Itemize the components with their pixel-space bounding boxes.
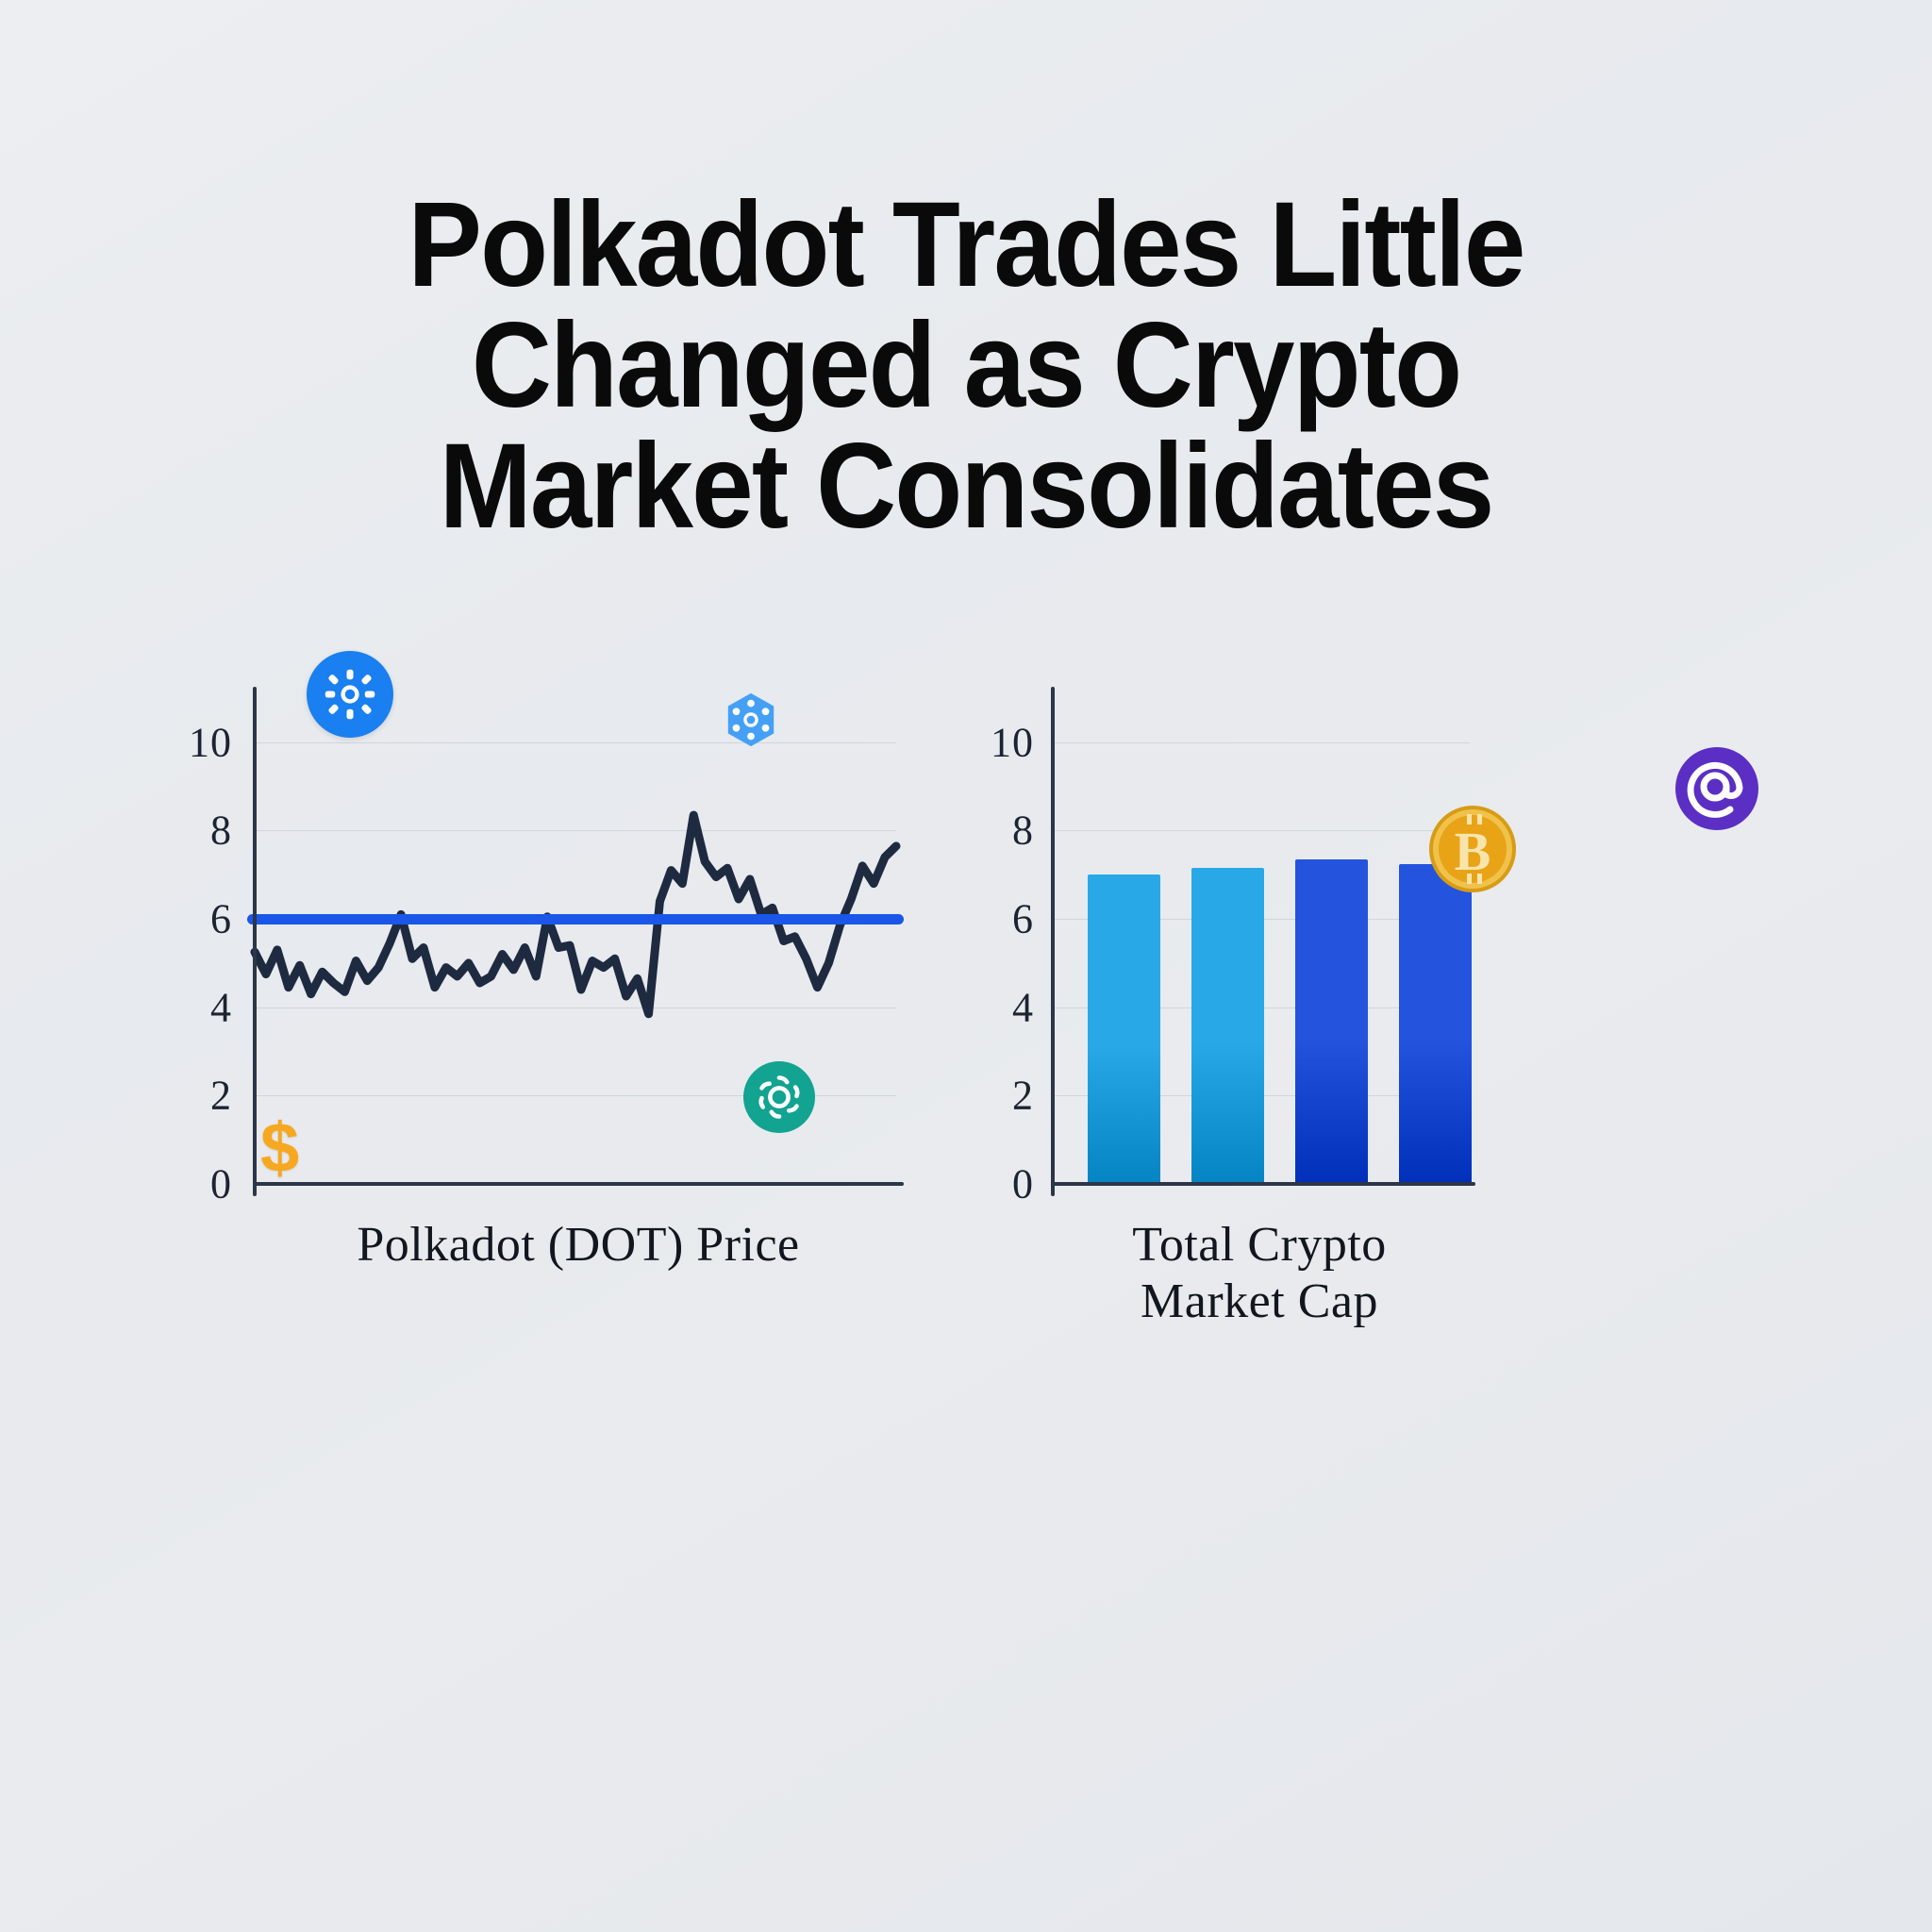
right-caption-line-2: Market Cap [1141, 1274, 1378, 1328]
headline-line-2: Changed as Crypto [471, 298, 1462, 433]
market-cap-bar-2 [1191, 868, 1264, 1184]
right-chart-plot-area [1055, 698, 1472, 1184]
market-cap-bars [1055, 698, 1472, 1184]
left-ytick-0: 0 [210, 1160, 232, 1208]
left-chart-x-axis [253, 1182, 904, 1186]
right-gridline-10 [1055, 741, 1470, 743]
market-cap-bar-4 [1398, 863, 1472, 1184]
right-chart-x-axis [1051, 1182, 1475, 1186]
hexagon-icon [727, 692, 774, 747]
left-chart-y-axis [253, 687, 257, 1196]
headline-line-1: Polkadot Trades Little [408, 177, 1525, 312]
page-title: Polkadot Trades Little Changed as Crypto… [77, 185, 1855, 547]
right-ytick-8: 8 [1012, 807, 1034, 854]
left-ytick-2: 2 [210, 1072, 232, 1119]
right-ytick-0: 0 [1012, 1160, 1034, 1208]
left-gridline-2 [255, 1095, 896, 1097]
bar-chart-panel: 0 2 4 6 8 10 Total Crypto Market Cap [943, 557, 1528, 1613]
left-ytick-10: 10 [189, 719, 232, 766]
reference-line-6 [247, 914, 904, 925]
polkadot-gear-badge-large [307, 651, 393, 738]
right-gridline-8 [1055, 830, 1470, 832]
right-chart-caption: Total Crypto Market Cap [1038, 1217, 1481, 1330]
right-ytick-10: 10 [991, 719, 1034, 766]
bitcoin-coin-icon: B [1427, 804, 1518, 894]
right-caption-line-1: Total Crypto [1132, 1218, 1387, 1272]
left-chart-caption: Polkadot (DOT) Price [357, 1218, 800, 1272]
market-cap-bar-1 [1087, 874, 1160, 1184]
gear-icon [325, 669, 375, 720]
right-ytick-2: 2 [1012, 1072, 1034, 1119]
polkadot-hex-badge-small [722, 691, 780, 749]
right-chart-y-axis [1051, 687, 1055, 1196]
left-gridline-10 [255, 741, 896, 743]
left-ytick-6: 6 [210, 895, 232, 942]
headline-line-3: Market Consolidates [439, 419, 1495, 554]
openai-logo-icon [743, 1061, 815, 1133]
market-cap-bar-3 [1294, 858, 1368, 1184]
left-chart-plot-area [247, 698, 904, 1184]
right-ytick-6: 6 [1012, 895, 1034, 942]
left-ytick-8: 8 [210, 807, 232, 854]
dot-price-line-series [250, 810, 901, 1019]
left-ytick-4: 4 [210, 984, 232, 1031]
at-symbol-icon [1672, 743, 1762, 834]
svg-text:B: B [1455, 821, 1491, 882]
line-chart-panel: 0 2 4 6 8 10 Polkadot (DOT) Price [142, 557, 915, 1613]
left-gridline-8 [255, 830, 896, 832]
dollar-sign-icon: $ [260, 1108, 300, 1187]
right-ytick-4: 4 [1012, 984, 1034, 1031]
